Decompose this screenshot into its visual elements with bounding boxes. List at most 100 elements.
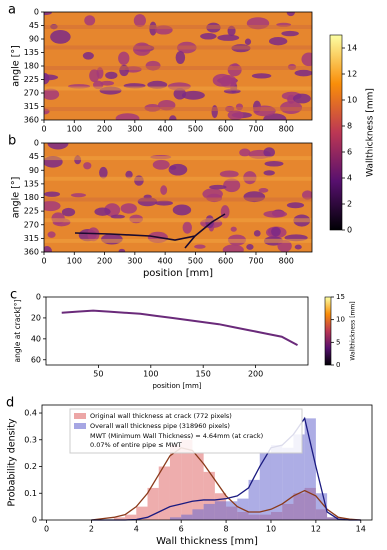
y-tick-label: 90 (29, 166, 39, 175)
x-tick-label: 400 (157, 257, 172, 266)
colorbar-tick-label: 0 (336, 361, 340, 369)
y-tick-label: 225 (24, 75, 39, 84)
heatmap-blob (47, 231, 56, 238)
hist-bar (248, 479, 260, 520)
x-tick-label: 500 (188, 125, 203, 134)
hist-bar (304, 418, 316, 520)
colorbar-tick-label: 6 (347, 148, 352, 157)
y-tick-label: 0 (32, 516, 37, 525)
y-tick-label: 225 (24, 207, 39, 216)
y-tick-label: 315 (24, 234, 39, 243)
legend-box (69, 408, 303, 454)
x-tick-label: 100 (143, 370, 158, 379)
heatmap-blob (230, 226, 237, 232)
hist-bar (169, 445, 182, 520)
colorbar-tick-label: 8 (347, 122, 352, 131)
heatmap-blob (47, 143, 69, 150)
heatmap-band (44, 24, 312, 29)
heatmap-blob (244, 38, 252, 45)
heatmap-blob (44, 246, 52, 252)
x-tick-label: 600 (218, 125, 233, 134)
x-tick-label: 800 (279, 125, 294, 134)
heatmap-blob (125, 170, 133, 179)
x-tick-label: 800 (279, 257, 294, 266)
panel-label: b (8, 134, 16, 149)
x-tick-label: 200 (97, 257, 112, 266)
heatmap-band (44, 107, 312, 112)
x-tick-label: 14 (356, 525, 366, 534)
x-tick-label: 100 (67, 125, 82, 134)
heatmap-blob (246, 244, 254, 250)
heatmap-blob (239, 148, 251, 157)
heatmap-blob (286, 12, 295, 17)
heatmap-blob (100, 80, 115, 86)
y-tick-label: 20 (31, 313, 41, 322)
heatmap-blob (200, 33, 217, 40)
colorbar-tick-label: 12 (347, 70, 357, 79)
heatmap-blob (44, 191, 61, 197)
heatmap-blob (264, 160, 284, 167)
crack-trace (74, 213, 226, 249)
x-tick-label: 6 (179, 525, 184, 534)
annotation: MWT (Minimum Wall Thickness) = 4.64mm (a… (90, 432, 263, 440)
x-tick-label: 4 (134, 525, 139, 534)
panel-label: d (6, 396, 14, 411)
heatmap-blob (292, 93, 311, 104)
x-tick-label: 12 (311, 525, 321, 534)
hist-bar (136, 506, 148, 520)
heatmap-blob (182, 221, 192, 234)
heatmap-blob (172, 204, 192, 216)
heatmap-band (44, 197, 312, 202)
heatmap-blob (258, 188, 269, 193)
heatmap-band (44, 238, 312, 243)
crack-line (61, 309, 298, 347)
hist-bar (259, 453, 271, 520)
heatmap-blob (44, 88, 60, 100)
heatmap-blob (263, 210, 288, 218)
colorbar (329, 34, 343, 231)
heatmap-blob (271, 226, 281, 237)
x-tick-label: 2 (89, 525, 94, 534)
heatmap-band (44, 156, 312, 161)
x-tick-label: 50 (93, 370, 103, 379)
heatmap-band (44, 86, 312, 91)
hist-bar (315, 493, 328, 520)
legend-label: Original wall thickness at crack (772 pi… (90, 412, 232, 420)
x-tick-label: 400 (157, 125, 172, 134)
hist-bar (293, 434, 305, 520)
y-tick-label: 0.1 (24, 489, 37, 498)
heatmap-blob (294, 244, 302, 250)
panel-label: a (8, 3, 16, 18)
hist-bar (203, 503, 215, 520)
heatmap-image (44, 143, 312, 252)
heatmap-blob (133, 14, 146, 27)
heatmap-blob (99, 166, 108, 179)
heatmap-blob (181, 90, 205, 100)
x-tick-label: 150 (196, 370, 211, 379)
x-tick-label: 8 (224, 525, 229, 534)
heatmap-blob (87, 227, 100, 242)
colorbar-tick-label: 10 (347, 96, 357, 105)
colorbar-tick-label: 2 (347, 200, 352, 209)
y-tick-label: 40 (31, 334, 41, 343)
heatmap-blob (70, 193, 87, 198)
heatmap-band (44, 176, 312, 181)
heatmap-blob (227, 110, 244, 120)
heatmap-blob (268, 37, 288, 46)
colorbar-tick-label: 14 (347, 44, 357, 53)
heatmap-blob (94, 207, 111, 216)
x-axis-label: position [mm] (143, 268, 213, 279)
heatmap-blob (286, 202, 305, 209)
hist-bar (192, 509, 204, 520)
heatmap-blob (219, 170, 239, 178)
legend-swatch (74, 413, 86, 419)
legend-label: Overall wall thickness pipe (318960 pixe… (90, 422, 230, 430)
colorbar-tick-label: 0 (347, 226, 352, 235)
heatmap-blob (168, 163, 188, 176)
heatmap-blob (294, 69, 312, 77)
heatmap-image (44, 12, 312, 120)
y-axis-label: Probability density (7, 418, 18, 506)
heatmap-blob (118, 248, 126, 252)
heatmap-blob (211, 105, 218, 119)
y-axis-label: angle [°] (11, 177, 22, 219)
